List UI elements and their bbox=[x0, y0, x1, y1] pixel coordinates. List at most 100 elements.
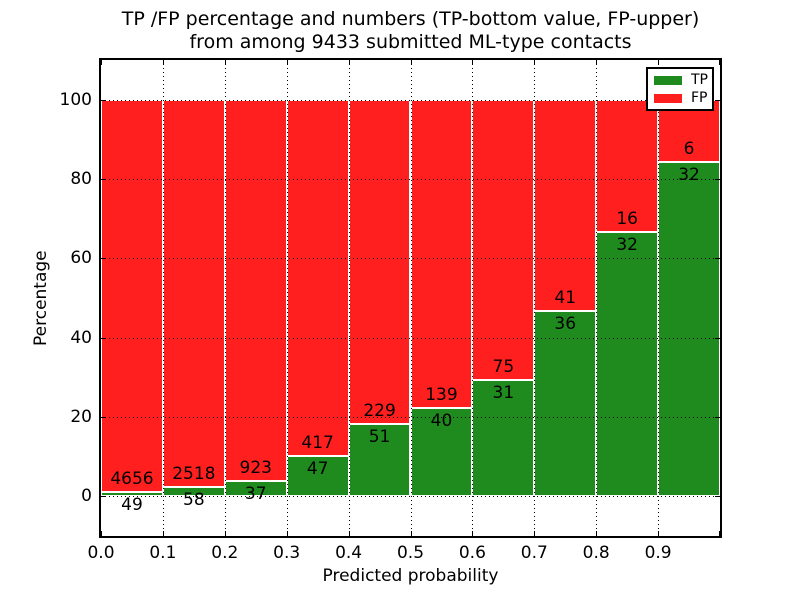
gridline-x-4 bbox=[348, 60, 350, 536]
x-tick-top-4 bbox=[348, 60, 350, 65]
bar-count-label-fp-5: 139 bbox=[425, 384, 458, 405]
bar-segment-tp-9 bbox=[658, 162, 720, 497]
bar-count-label-fp-9: 6 bbox=[683, 139, 695, 160]
x-tick-label-0.4: 0.4 bbox=[335, 543, 363, 563]
bar-segment-tp-7 bbox=[534, 310, 597, 497]
y-tick-label-100: 100 bbox=[59, 89, 92, 110]
x-tick-label-0.8: 0.8 bbox=[582, 543, 610, 563]
y-tick-left-20 bbox=[101, 417, 106, 418]
x-tick-bottom-6 bbox=[472, 531, 474, 536]
x-tick-bottom-3 bbox=[286, 531, 288, 536]
fp-color-swatch bbox=[654, 93, 682, 103]
bar-segment-tp-0 bbox=[101, 492, 163, 497]
bar-count-label-fp-6: 75 bbox=[492, 357, 515, 378]
y-tick-label-40: 40 bbox=[70, 327, 92, 348]
bar-count-label-tp-7: 36 bbox=[554, 313, 577, 334]
x-tick-label-0.7: 0.7 bbox=[520, 543, 548, 563]
bar-segment-fp-7 bbox=[534, 99, 597, 311]
gridline-x-2 bbox=[224, 60, 226, 536]
x-tick-bottom-4 bbox=[348, 531, 350, 536]
x-tick-top-8 bbox=[596, 60, 598, 65]
bar-segment-fp-3 bbox=[286, 99, 349, 457]
gridline-x-1 bbox=[162, 60, 164, 536]
bar-segment-tp-4 bbox=[348, 424, 411, 497]
bar-count-label-fp-8: 16 bbox=[616, 208, 638, 229]
bar-segment-tp-8 bbox=[596, 231, 659, 497]
x-tick-bottom-2 bbox=[224, 531, 226, 536]
y-tick-right-20 bbox=[715, 417, 720, 418]
bar-count-label-fp-0: 4656 bbox=[110, 469, 154, 490]
plot-area: 4656 49 2518 58 923 37 417 47 229 51 139 40 75 31 41 36… bbox=[99, 58, 722, 538]
bar-count-label-fp-4: 229 bbox=[363, 401, 396, 422]
x-tick-label-0.1: 0.1 bbox=[149, 543, 177, 563]
x-tick-label-0.9: 0.9 bbox=[644, 543, 672, 563]
legend-item-tp: TP bbox=[648, 72, 712, 88]
bar-count-label-tp-5: 40 bbox=[430, 410, 453, 431]
y-tick-left-80 bbox=[101, 179, 106, 180]
bar-count-label-tp-4: 51 bbox=[368, 427, 391, 448]
x-tick-bottom-9 bbox=[658, 531, 660, 536]
x-tick-bottom-1 bbox=[162, 531, 164, 536]
x-tick-top-9 bbox=[658, 60, 660, 65]
y-tick-right-60 bbox=[715, 258, 720, 260]
x-tick-top-6 bbox=[472, 60, 474, 65]
gridline-x-6 bbox=[472, 60, 474, 536]
x-tick-label-0.6: 0.6 bbox=[458, 543, 486, 563]
x-tick-top-5 bbox=[410, 60, 412, 65]
x-tick-label-0.0: 0.0 bbox=[87, 543, 115, 563]
x-tick-top-0 bbox=[101, 60, 102, 65]
bar-count-label-tp-3: 47 bbox=[306, 459, 329, 480]
chart-title-line2: from among 9433 submitted ML-type contac… bbox=[189, 31, 632, 53]
x-axis-label: Predicted probability bbox=[322, 566, 499, 586]
bar-count-label-tp-8: 32 bbox=[616, 234, 638, 255]
x-tick-label-0.3: 0.3 bbox=[273, 543, 301, 563]
bar-segment-fp-0 bbox=[101, 99, 163, 493]
bar-segment-tp-6 bbox=[472, 380, 535, 497]
x-tick-bottom-0 bbox=[101, 531, 102, 536]
y-axis-label: Percentage bbox=[31, 250, 51, 346]
y-tick-left-60 bbox=[101, 258, 106, 260]
legend-label-tp: TP bbox=[691, 72, 708, 88]
gridline-x-9 bbox=[658, 60, 660, 536]
y-tick-right-100 bbox=[715, 99, 720, 101]
x-tick-top-3 bbox=[286, 60, 288, 65]
y-tick-label-60: 60 bbox=[70, 248, 92, 269]
x-tick-bottom-5 bbox=[410, 531, 412, 536]
x-tick-top-7 bbox=[534, 60, 536, 65]
bar-count-label-fp-1: 2518 bbox=[172, 464, 216, 485]
chart-title: TP /FP percentage and numbers (TP-bottom… bbox=[99, 8, 722, 54]
bar-segment-fp-4 bbox=[348, 99, 411, 425]
bar-count-label-tp-1: 58 bbox=[183, 490, 205, 511]
tp-color-swatch bbox=[654, 75, 682, 85]
gridline-x-5 bbox=[410, 60, 412, 536]
gridline-x-8 bbox=[596, 60, 598, 536]
x-tick-bottom-10 bbox=[719, 531, 720, 536]
y-tick-label-0: 0 bbox=[81, 486, 92, 507]
y-tick-label-80: 80 bbox=[70, 169, 92, 189]
x-tick-bottom-7 bbox=[534, 531, 536, 536]
bar-count-label-fp-7: 41 bbox=[554, 287, 577, 308]
x-tick-top-2 bbox=[224, 60, 226, 65]
bar-segment-fp-2 bbox=[224, 99, 287, 482]
legend: TP FP bbox=[646, 67, 714, 111]
gridline-x-3 bbox=[286, 60, 288, 536]
legend-item-fp: FP bbox=[648, 90, 712, 106]
bar-segment-fp-6 bbox=[472, 99, 535, 381]
bar-count-label-tp-0: 49 bbox=[121, 495, 143, 516]
legend-label-fp: FP bbox=[691, 90, 708, 106]
bar-count-label-fp-2: 923 bbox=[239, 458, 272, 479]
y-tick-left-40 bbox=[101, 337, 106, 339]
bar-segment-fp-5 bbox=[410, 99, 473, 408]
bar-segment-fp-1 bbox=[162, 99, 225, 488]
y-tick-left-100 bbox=[101, 99, 106, 101]
bar-count-label-fp-3: 417 bbox=[301, 433, 334, 454]
y-tick-label-20: 20 bbox=[70, 407, 92, 427]
x-tick-top-10 bbox=[719, 60, 720, 65]
bar-count-label-tp-2: 37 bbox=[244, 484, 267, 505]
gridline-x-7 bbox=[534, 60, 536, 536]
bar-count-label-tp-6: 31 bbox=[492, 383, 515, 404]
x-tick-label-0.5: 0.5 bbox=[396, 543, 425, 563]
bar-count-label-tp-9: 32 bbox=[678, 165, 700, 186]
x-tick-bottom-8 bbox=[596, 531, 598, 536]
